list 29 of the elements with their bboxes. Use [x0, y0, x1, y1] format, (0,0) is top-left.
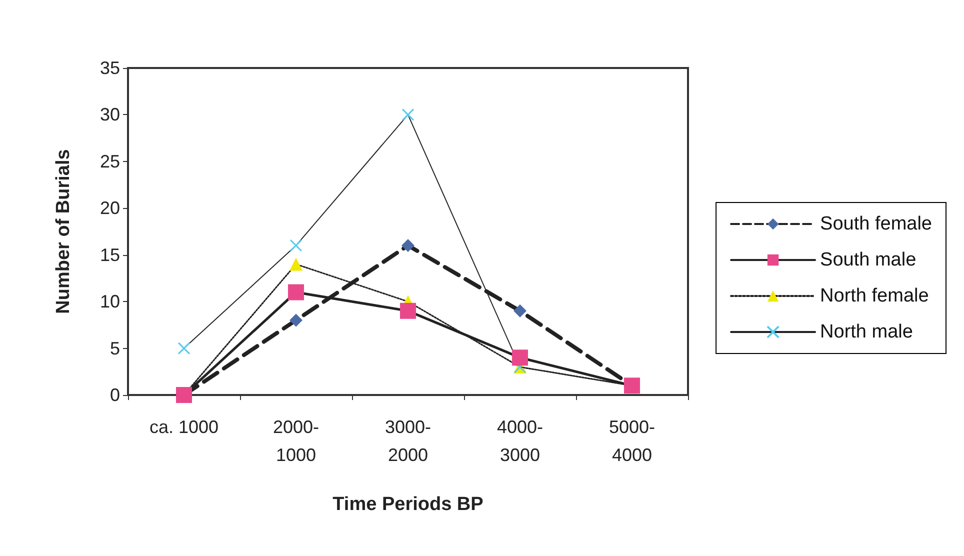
point: [402, 108, 414, 121]
x-tick-label: ca. 1000: [149, 417, 219, 437]
y-tick-label: 0: [110, 385, 120, 405]
point: [178, 342, 190, 355]
y-tick-label: 15: [100, 244, 120, 265]
legend-label: South female: [820, 214, 932, 234]
y-tick-label: 25: [100, 151, 120, 172]
y-tick-label: 10: [100, 292, 120, 312]
x-tick-label: 2000- 1000: [272, 417, 320, 465]
y-axis-title: Number of Burials: [53, 149, 74, 314]
point: [512, 350, 528, 366]
y-tick-label: 5: [110, 338, 120, 358]
x-tick-label: 4000- 3000: [496, 417, 544, 465]
legend-label: South male: [820, 250, 916, 270]
x-tick-label: 5000- 4000: [608, 417, 656, 465]
point: [290, 258, 302, 271]
x-tick-label: 3000- 2000: [384, 417, 432, 465]
x-axis-title: Time Periods BP: [332, 494, 484, 515]
point: [288, 284, 304, 300]
point: [290, 314, 302, 327]
y-tick-label: 30: [100, 104, 120, 125]
y-tick-label: 35: [100, 58, 120, 78]
point: [514, 304, 526, 318]
point: [290, 239, 302, 252]
legend-label: North male: [820, 322, 913, 342]
point: [400, 302, 416, 319]
y-tick-label: 20: [100, 198, 120, 218]
legend-label: North female: [820, 286, 929, 306]
point: [402, 239, 414, 252]
